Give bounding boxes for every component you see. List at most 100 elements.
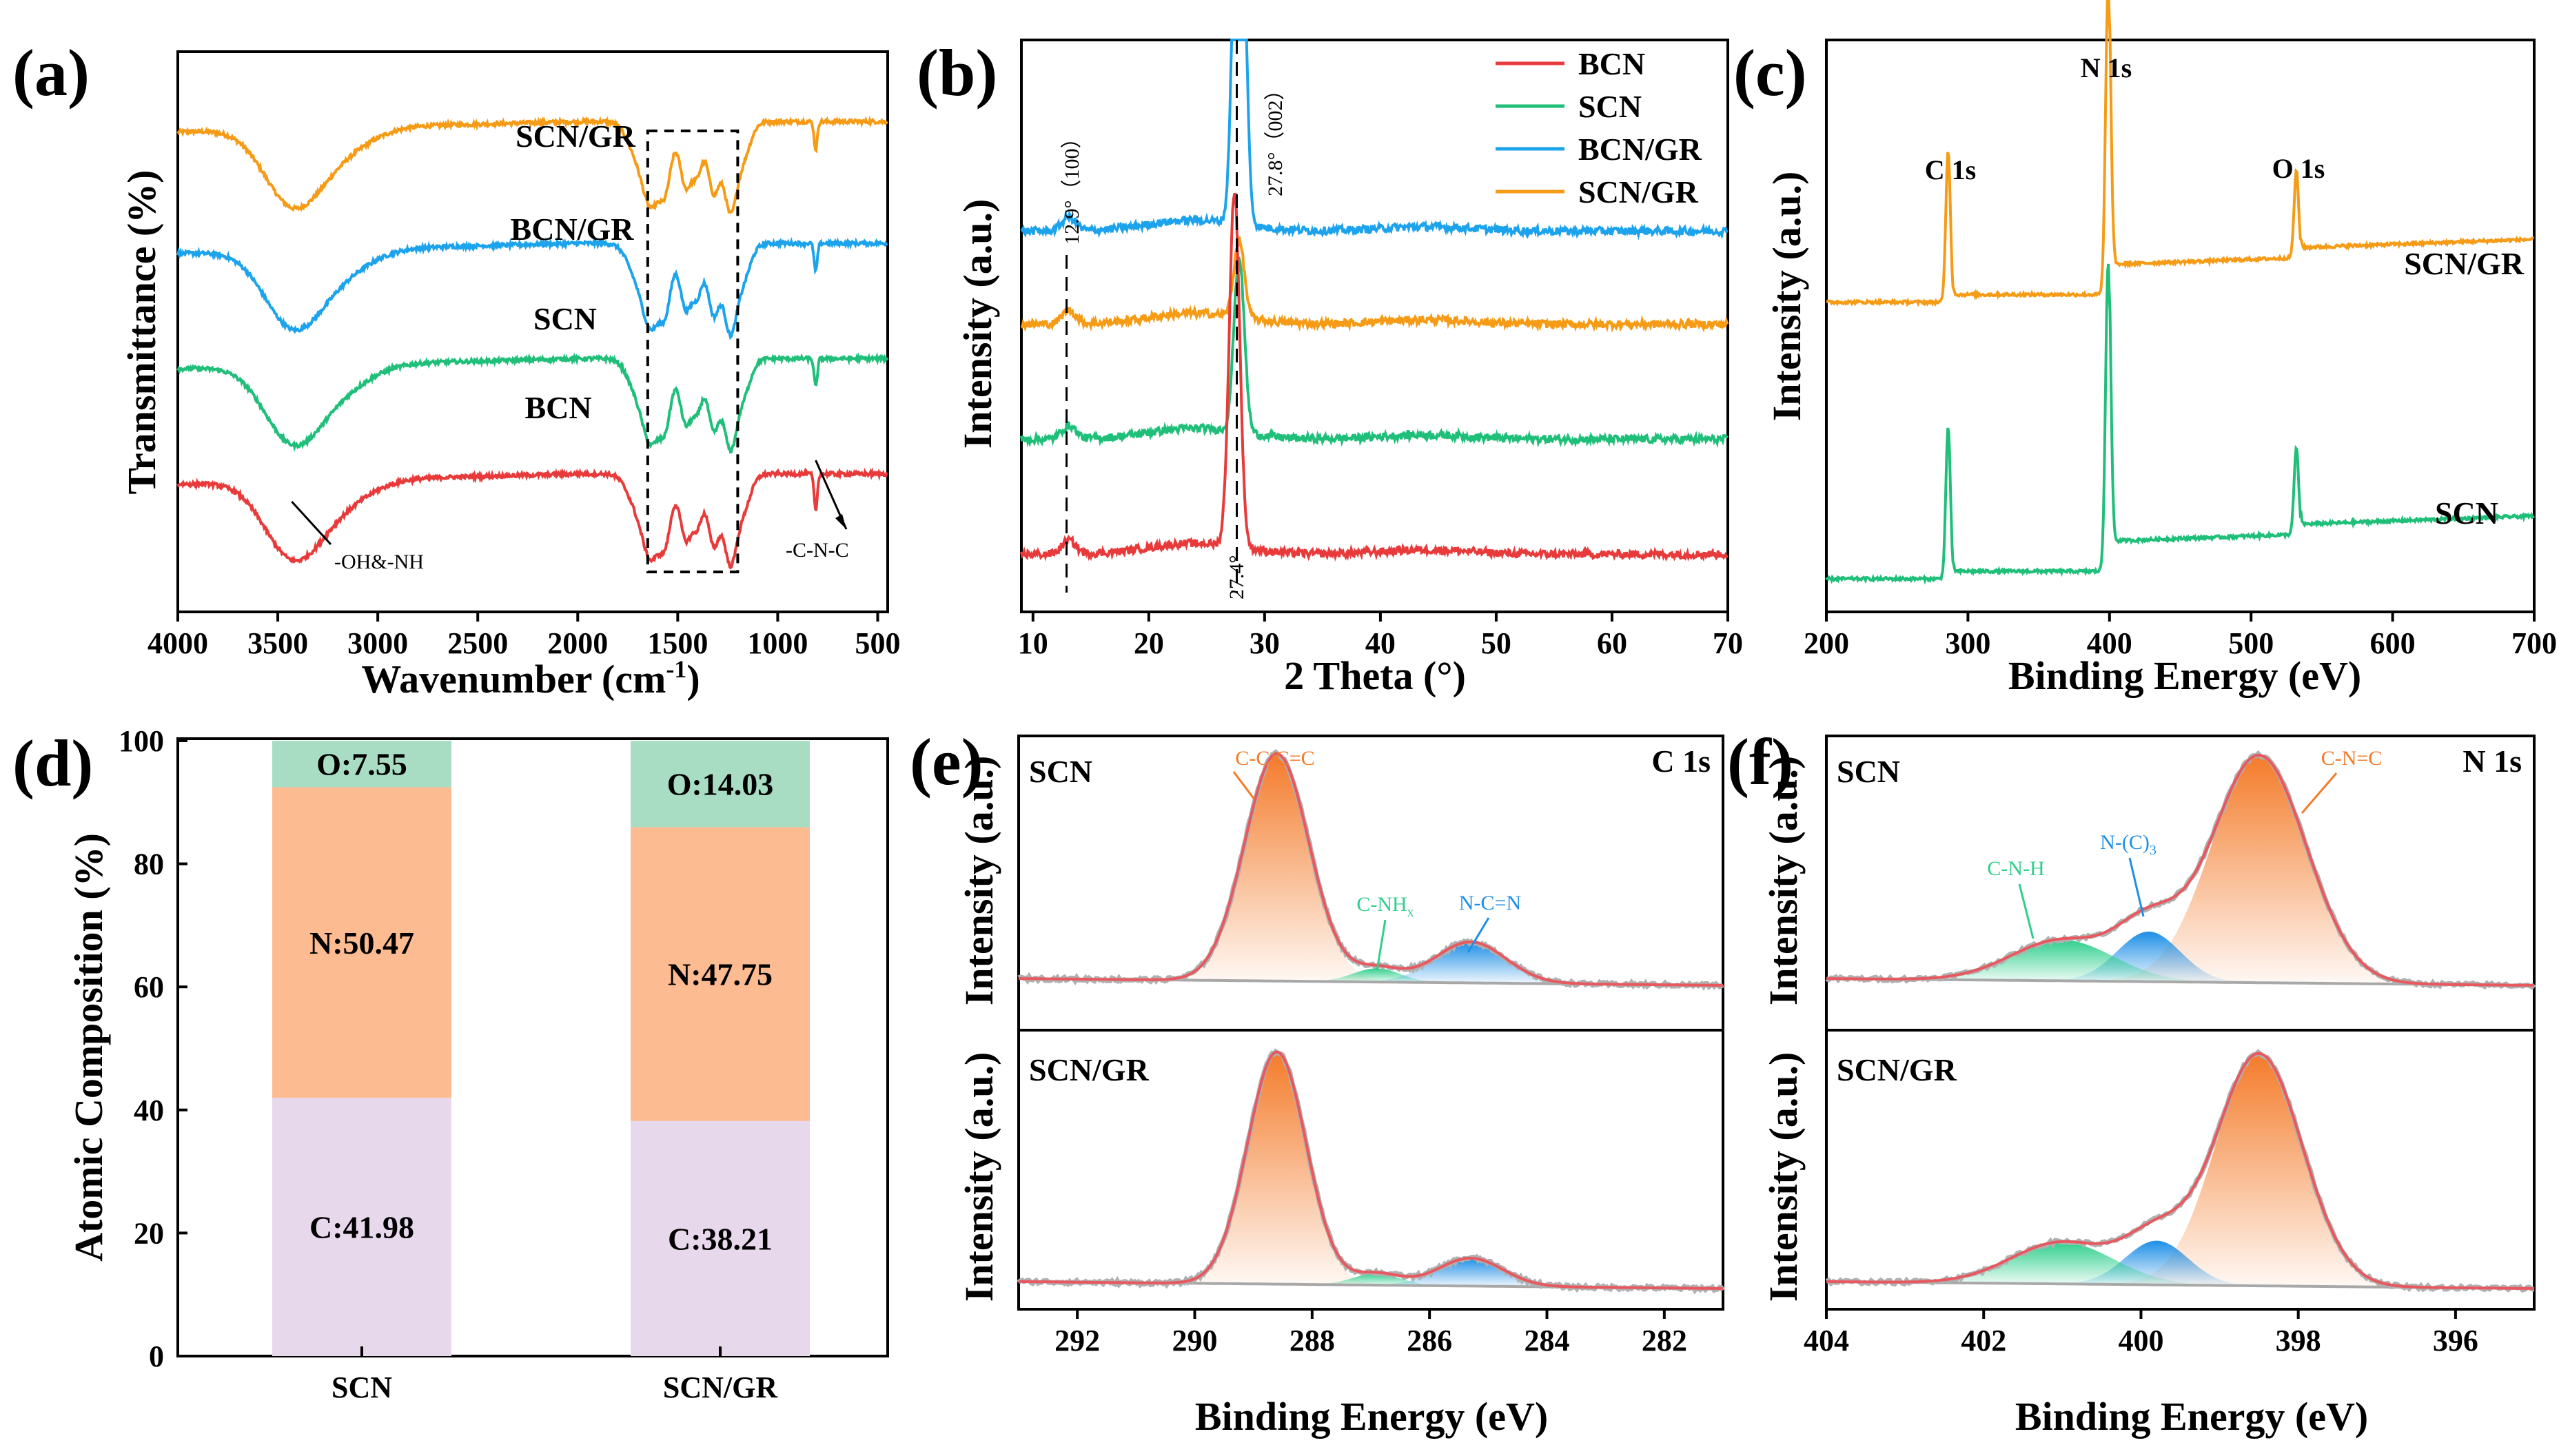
x-tick-label: 2000 — [547, 626, 608, 660]
subplot-sample-label: SCN — [1837, 754, 1900, 789]
x-axis-title: Binding Energy (eV) — [2015, 1394, 2368, 1439]
y-tick-label: 40 — [134, 1094, 164, 1127]
panel-d-frame — [176, 737, 889, 1357]
y-tick-label: 0 — [149, 1340, 164, 1373]
x-axis-title-sup: -1 — [666, 655, 686, 683]
line-bcn — [176, 466, 888, 570]
y-tick-label: 20 — [134, 1216, 164, 1250]
series-label: BCN — [524, 390, 591, 425]
panel-c-letter: (c) — [1733, 36, 1807, 110]
panel-c-frame — [1825, 39, 2536, 613]
x-tick-label: 2500 — [447, 626, 508, 660]
line-bcn-gr — [1020, 39, 1729, 240]
subplot-sample-label: SCN — [1029, 754, 1092, 789]
raw-data-line — [1017, 749, 1724, 991]
x-axis-title: Binding Energy (eV) — [2008, 653, 2361, 698]
y-tick-label: 80 — [134, 848, 164, 881]
bar-value-label: O:14.03 — [667, 767, 774, 802]
subplot-sample-label: SCN/GR — [1837, 1052, 1957, 1087]
panel-f-letter: (f) — [1727, 725, 1793, 799]
x-tick-label: 50 — [1481, 626, 1511, 660]
x-axis-title: Binding Energy (eV) — [1195, 1394, 1548, 1439]
panel-e-frame — [1017, 735, 1724, 1311]
line-scn-gr — [176, 115, 888, 214]
x-tick-label: 600 — [2370, 626, 2416, 660]
x-tick-label: 10 — [1018, 626, 1048, 660]
x-tick-label: 396 — [2433, 1324, 2478, 1357]
x-tick-label: 402 — [1961, 1324, 2006, 1357]
y-tick-label: 60 — [134, 970, 164, 1004]
raw-data-line — [1017, 1048, 1725, 1295]
bar-value-label: N:47.75 — [668, 957, 773, 992]
series-label: BCN/GR — [511, 212, 635, 247]
annotation-002: 27.8°（002） — [1264, 80, 1287, 197]
x-tick-label: 286 — [1407, 1324, 1452, 1357]
annotation-274: 27.4° — [1225, 555, 1248, 600]
peak-label: N 1s — [2081, 52, 2132, 83]
line-scn — [1020, 256, 1729, 449]
legend-label: SCN/GR — [1578, 174, 1699, 209]
annotation-100: 12.9°（100） — [1061, 128, 1083, 245]
bar-value-label: C:41.98 — [309, 1210, 414, 1245]
component-pointer — [2018, 883, 2035, 939]
x-tick-label: 70 — [1713, 626, 1743, 660]
component-pointer — [2128, 857, 2145, 917]
annotation-oh-nh: -OH&-NH — [334, 551, 424, 573]
component-label-main: N-(C) — [2100, 831, 2150, 854]
x-tick-label: 288 — [1289, 1324, 1335, 1357]
bar-value-label: O:7.55 — [316, 747, 407, 782]
y-axis-title: Atomic Composition (%) — [66, 833, 111, 1262]
x-tick-label: 398 — [2276, 1324, 2321, 1357]
x-tick-label: 292 — [1054, 1324, 1100, 1357]
component-label-sub: 3 — [2150, 843, 2157, 858]
component-label: C-N=C — [2321, 747, 2383, 770]
x-tick-label: 284 — [1525, 1324, 1570, 1357]
x-tick-label: 20 — [1134, 626, 1164, 660]
x-tick-label: 300 — [1945, 626, 1990, 660]
y-axis-title: Transmittance (%) — [119, 170, 164, 495]
x-category-label: SCN — [332, 1371, 392, 1404]
component-pointer — [2301, 772, 2338, 814]
x-axis-title-tail: ) — [686, 657, 700, 701]
peak-label: C 1s — [1925, 154, 1976, 185]
series-label: SCN/GR — [516, 119, 636, 154]
x-tick-label: 400 — [2118, 1324, 2163, 1357]
component-label: C-NHx — [1356, 893, 1414, 920]
bar-o — [631, 741, 810, 828]
line-scn — [176, 351, 889, 454]
y-axis-title: Intensity (a.u.) — [957, 756, 1001, 1006]
legend-label: BCN/GR — [1578, 132, 1702, 167]
peak-component — [1148, 753, 1407, 983]
peak-label: O 1s — [2272, 153, 2325, 184]
panel-title: C 1s — [1651, 744, 1711, 779]
peak-component — [2086, 1054, 2432, 1288]
peak-component — [1329, 942, 1612, 985]
component-pointer — [1232, 771, 1256, 800]
panel-title: N 1s — [2463, 744, 2522, 779]
line-scn-gr — [1826, 0, 2534, 308]
x-tick-label: 40 — [1365, 626, 1396, 660]
component-label-sub: x — [1407, 905, 1414, 920]
legend-label: BCN — [1578, 46, 1645, 81]
peak-component — [1341, 1258, 1600, 1288]
component-label: N-(C)3 — [2100, 831, 2157, 858]
line-bcn — [1020, 193, 1729, 562]
bar-n — [631, 827, 810, 1121]
bar-value-label: C:38.21 — [668, 1221, 773, 1256]
fit-envelope-line — [1019, 1050, 1723, 1290]
x-tick-label: 700 — [2511, 626, 2557, 660]
x-tick-label: 404 — [1804, 1324, 1849, 1357]
legend-label: SCN — [1578, 89, 1642, 124]
component-label-main: C-NH — [1356, 893, 1407, 916]
y-axis-title: Intensity (a.u.) — [1764, 172, 1809, 422]
series-label: SCN/GR — [2404, 246, 2525, 281]
component-label: N-C=N — [1459, 892, 1521, 914]
x-tick-label: 200 — [1804, 626, 1849, 660]
panel-b-letter: (b) — [917, 36, 997, 110]
y-axis-title: Intensity (a.u.) — [955, 199, 1000, 449]
panel-a-letter: (a) — [12, 36, 90, 110]
peak-component — [1283, 968, 1471, 983]
component-label: C-N-H — [1987, 857, 2044, 880]
peak-component — [1857, 1242, 2267, 1286]
